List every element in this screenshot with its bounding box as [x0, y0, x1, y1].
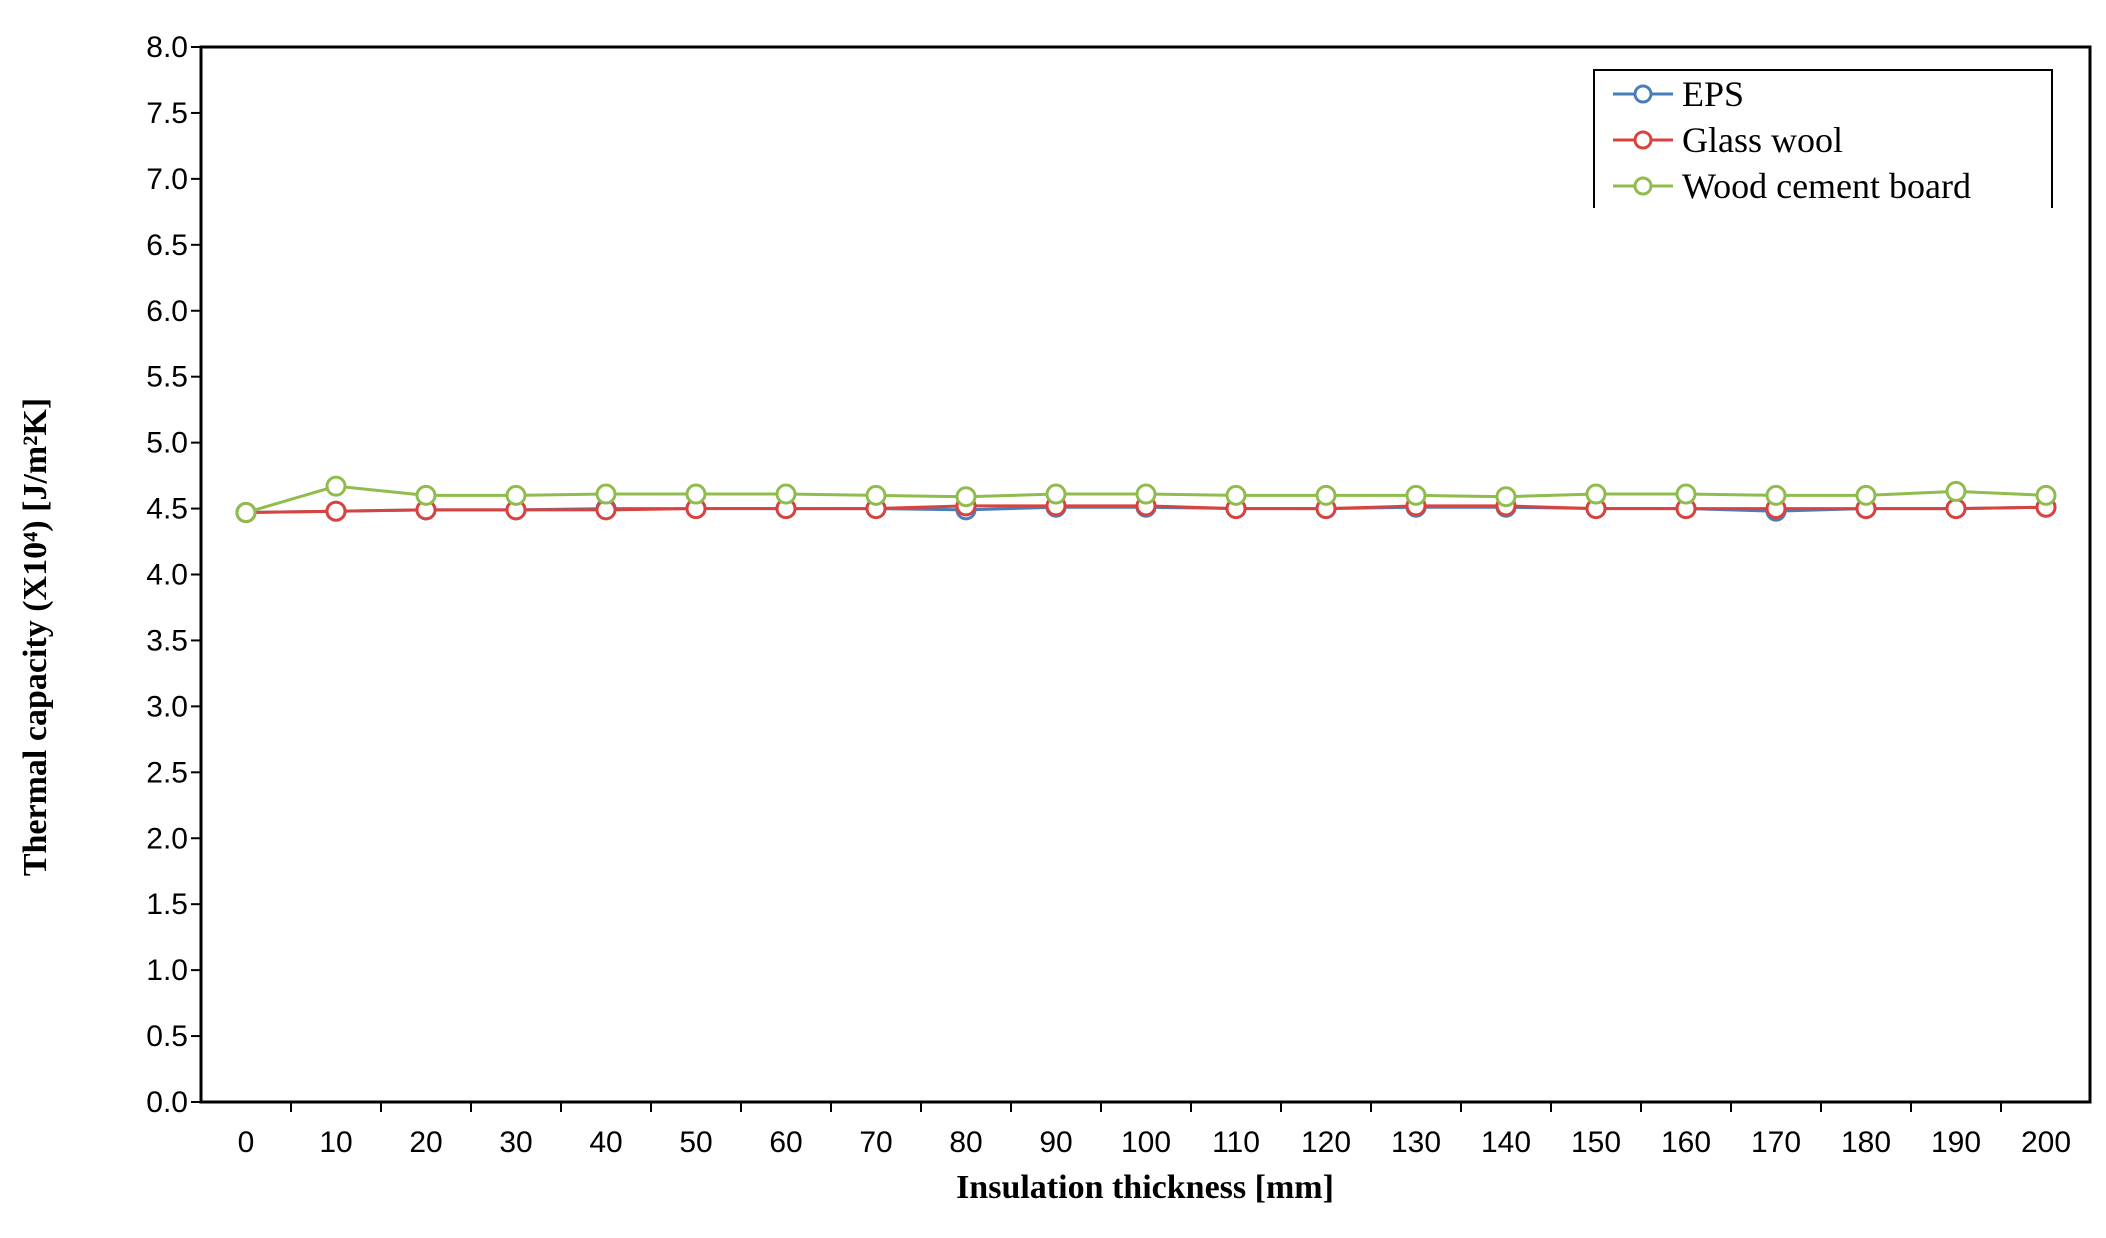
legend-label: Wood cement board — [1682, 166, 1971, 206]
data-point — [325, 500, 347, 522]
data-point — [1135, 483, 1157, 505]
x-tick-label: 200 — [2021, 1126, 2071, 1159]
y-axis-title: Thermal capacity (X10⁴) [J/m²K] — [17, 398, 54, 876]
y-tick-label: 0.5 — [146, 1020, 188, 1053]
legend-marker — [1633, 84, 1653, 104]
y-tick-label: 3.5 — [146, 624, 188, 657]
y-tick-label: 2.5 — [146, 756, 188, 789]
y-tick-label: 4.5 — [146, 493, 188, 526]
data-point — [685, 483, 707, 505]
x-tick-label: 60 — [769, 1126, 802, 1159]
data-point — [1045, 483, 1067, 505]
data-point — [865, 484, 887, 506]
x-tick-label: 80 — [949, 1126, 982, 1159]
legend-marker — [1633, 130, 1653, 150]
x-tick-label: 190 — [1931, 1126, 1981, 1159]
x-tick-label: 120 — [1301, 1126, 1351, 1159]
y-tick-label: 6.0 — [146, 295, 188, 328]
x-tick-label: 50 — [679, 1126, 712, 1159]
x-tick-label: 110 — [1212, 1126, 1260, 1159]
legend-label: Glass wool — [1682, 120, 1843, 160]
y-tick-label: 3.0 — [146, 690, 188, 723]
x-tick-label: 150 — [1571, 1126, 1621, 1159]
x-tick-label: 140 — [1481, 1126, 1531, 1159]
y-tick-label: 1.5 — [146, 888, 188, 921]
data-point — [1405, 484, 1427, 506]
x-tick-label: 0 — [238, 1126, 255, 1159]
y-tick-label: 8.0 — [146, 31, 188, 64]
data-point — [1315, 484, 1337, 506]
y-tick-label: 4.0 — [146, 559, 188, 592]
data-point — [1855, 484, 1877, 506]
x-tick-label: 100 — [1121, 1126, 1171, 1159]
x-tick-label: 10 — [319, 1126, 352, 1159]
x-tick-label: 30 — [499, 1126, 532, 1159]
series-2 — [235, 475, 2057, 524]
y-tick-label: 7.0 — [146, 163, 188, 196]
data-point — [1495, 486, 1517, 508]
data-point — [1225, 484, 1247, 506]
data-point — [2035, 484, 2057, 506]
legend-label: EPS — [1682, 74, 1744, 114]
legend-marker — [1633, 176, 1653, 196]
legend-border — [1593, 69, 2053, 208]
x-tick-label: 70 — [859, 1126, 892, 1159]
data-point — [325, 475, 347, 497]
x-tick-label: 130 — [1391, 1126, 1441, 1159]
x-axis-title: Insulation thickness [mm] — [956, 1169, 1334, 1206]
data-point — [1945, 498, 1967, 520]
y-tick-label: 0.0 — [146, 1086, 188, 1119]
legend-item: Wood cement board — [1613, 166, 1971, 206]
y-tick-label: 5.5 — [146, 361, 188, 394]
data-point — [415, 484, 437, 506]
data-point — [595, 483, 617, 505]
data-point — [955, 486, 977, 508]
data-point — [1675, 483, 1697, 505]
x-tick-label: 90 — [1039, 1126, 1072, 1159]
data-point — [235, 502, 257, 524]
data-point — [1585, 483, 1607, 505]
data-point — [775, 483, 797, 505]
data-point — [505, 484, 527, 506]
y-tick-label: 7.5 — [146, 97, 188, 130]
x-tick-label: 40 — [589, 1126, 622, 1159]
y-tick-label: 6.5 — [146, 229, 188, 262]
y-tick-label: 2.0 — [146, 822, 188, 855]
legend-item: Glass wool — [1613, 120, 1843, 160]
x-tick-label: 170 — [1751, 1126, 1801, 1159]
x-tick-label: 160 — [1661, 1126, 1711, 1159]
legend-item: EPS — [1613, 74, 1744, 114]
data-point — [1945, 480, 1967, 502]
data-point — [1765, 484, 1787, 506]
y-tick-label: 5.0 — [146, 427, 188, 460]
x-tick-label: 20 — [409, 1126, 442, 1159]
x-tick-label: 180 — [1841, 1126, 1891, 1159]
legend: EPS Glass wool Wood cement board — [1593, 69, 2053, 208]
y-tick-label: 1.0 — [146, 954, 188, 987]
